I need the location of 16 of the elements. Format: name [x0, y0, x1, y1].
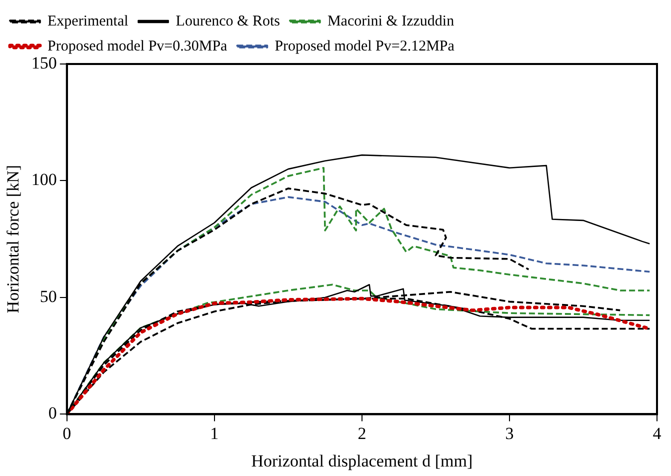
x-tick-label: 4 [652, 424, 662, 443]
x-axis-title: Horizontal displacement d [mm] [251, 451, 473, 470]
y-tick-label: 50 [40, 286, 57, 306]
legend-label: Lourenco & Rots [176, 13, 280, 30]
y-tick-label: 0 [48, 404, 57, 423]
y-tick-label: 100 [31, 170, 57, 190]
x-tick-label: 3 [505, 424, 514, 443]
x-tick-label: 1 [210, 424, 219, 443]
legend-label: Experimental [48, 13, 128, 30]
x-tick-label: 2 [358, 424, 366, 443]
y-tick-label: 150 [31, 53, 57, 72]
y-axis-title: Horizontal force [kN] [4, 164, 23, 314]
legend-label: Proposed model Pv=0.30MPa [48, 38, 228, 54]
x-tick-label: 0 [62, 424, 72, 443]
legend-label: Proposed model Pv=2.12MPa [274, 38, 455, 54]
legend-label: Macorini & Izzuddin [327, 13, 455, 30]
